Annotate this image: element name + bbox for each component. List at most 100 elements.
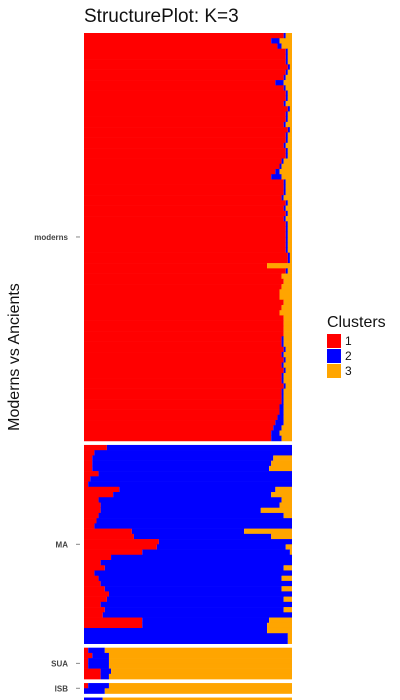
bar-segment-MA-11-c2 — [100, 502, 280, 508]
bar-segment-moderns-76-c3 — [279, 430, 292, 437]
bar-segment-moderns-44-c3 — [267, 263, 292, 269]
bar-segment-MA-9-c1 — [84, 492, 114, 498]
bar-segment-moderns-0-c2 — [283, 33, 286, 39]
bar-segment-moderns-3-c2 — [285, 48, 288, 55]
bar-segment-moderns-3-c1 — [84, 48, 286, 55]
bar-segment-moderns-33-c3 — [285, 205, 292, 212]
legend-label-2: 2 — [345, 349, 352, 363]
bar-segment-moderns-2-c1 — [84, 43, 278, 49]
bar-segment-MA-16-c2 — [131, 528, 245, 535]
bar-segment-moderns-19-c3 — [287, 132, 292, 138]
bar-segment-moderns-75-c3 — [281, 425, 292, 431]
bar-segment-moderns-11-c3 — [287, 90, 292, 97]
bar-segment-MA-5-c1 — [84, 471, 99, 477]
bar-segment-moderns-68-c1 — [84, 388, 282, 395]
bar-segment-moderns-69-c3 — [283, 393, 292, 400]
bar-segment-moderns-65-c3 — [283, 372, 292, 379]
bar-segment-moderns-65-c1 — [84, 372, 282, 379]
bar-segment-moderns-50-c1 — [84, 294, 280, 301]
bar-segment-MA-20-c2 — [142, 549, 290, 556]
bar-segment-moderns-20-c3 — [287, 137, 292, 144]
bar-segment-moderns-67-c2 — [283, 383, 286, 389]
bar-segment-MA-33-c2 — [142, 617, 270, 624]
bar-segment-moderns-36-c3 — [287, 221, 292, 227]
bar-segment-MA-14-c1 — [84, 518, 97, 524]
bar-segment-MA-31-c3 — [283, 607, 292, 613]
bar-segment-moderns-60-c1 — [84, 346, 284, 353]
bar-segment-moderns-59-c1 — [84, 341, 282, 348]
bar-segment-moderns-57-c1 — [84, 331, 284, 337]
bar-segment-MA-29-c1 — [84, 596, 107, 603]
bar-segment-moderns-69-c1 — [84, 393, 282, 400]
bar-segment-moderns-70-c2 — [281, 399, 284, 405]
bar-segment-SUA-3-c3 — [108, 663, 293, 669]
bar-segment-moderns-25-c1 — [84, 163, 280, 170]
bar-segment-moderns-26-c3 — [279, 168, 292, 175]
bar-segment-MA-20-c1 — [84, 549, 143, 556]
bar-segment-moderns-17-c3 — [285, 121, 292, 128]
bar-segment-moderns-46-c1 — [84, 273, 282, 280]
bar-segment-moderns-7-c3 — [287, 69, 292, 76]
bar-segment-moderns-66-c2 — [281, 378, 284, 384]
bar-segment-moderns-72-c3 — [283, 409, 292, 416]
bar-segment-moderns-71-c2 — [279, 404, 284, 410]
bar-segment-moderns-1-c2 — [271, 38, 280, 44]
bar-segment-moderns-49-c1 — [84, 289, 280, 295]
bar-segment-moderns-77-c2 — [271, 435, 282, 442]
bar-segment-moderns-76-c1 — [84, 430, 272, 437]
bar-segment-moderns-13-c1 — [84, 100, 284, 107]
bar-segment-moderns-34-c3 — [287, 210, 292, 217]
bar-segment-moderns-32-c3 — [287, 200, 292, 206]
bar-segment-moderns-45-c2 — [285, 268, 288, 274]
bar-segment-moderns-67-c3 — [285, 383, 292, 389]
bar-segment-MA-14-c2 — [96, 518, 292, 524]
legend-swatch-2 — [327, 349, 341, 363]
bar-segment-SUA-4-c2 — [100, 668, 112, 675]
bar-segment-moderns-61-c3 — [283, 352, 292, 358]
bar-segment-moderns-12-c3 — [287, 95, 292, 102]
bar-segment-moderns-43-c3 — [289, 257, 292, 264]
bar-segment-MA-1-c1 — [84, 450, 95, 456]
bar-segment-moderns-64-c2 — [283, 367, 286, 374]
bar-segment-moderns-10-c1 — [84, 85, 284, 91]
bar-segment-moderns-34-c1 — [84, 210, 286, 217]
bar-segment-moderns-53-c3 — [279, 310, 292, 316]
bar-segment-MA-32-c2 — [102, 612, 292, 618]
bar-segment-moderns-37-c3 — [287, 226, 292, 233]
bar-segment-moderns-63-c2 — [281, 362, 284, 369]
bar-segment-MA-13-c1 — [84, 512, 99, 519]
bar-segment-moderns-38-c3 — [287, 231, 292, 238]
bar-segment-MA-27-c3 — [281, 586, 292, 592]
bar-segment-MA-33-c1 — [84, 617, 143, 624]
bar-segment-MA-7-c1 — [84, 481, 89, 488]
bar-segment-moderns-30-c1 — [84, 189, 284, 196]
bar-segment-moderns-41-c1 — [84, 247, 286, 253]
bar-segment-moderns-18-c1 — [84, 127, 288, 133]
bar-segment-moderns-69-c2 — [281, 393, 284, 400]
bar-segment-MA-18-c2 — [158, 539, 292, 545]
bar-segment-MA-26-c1 — [84, 580, 101, 587]
bar-segment-SUA-0-c3 — [104, 647, 292, 654]
bar-segment-moderns-38-c1 — [84, 231, 286, 238]
bar-segment-moderns-26-c2 — [275, 168, 280, 175]
bar-segment-MA-20-c3 — [289, 549, 292, 556]
bar-segment-moderns-35-c2 — [283, 216, 286, 222]
bar-segment-moderns-8-c3 — [285, 74, 292, 81]
bar-segment-LON-0-c3 — [102, 697, 292, 700]
bar-segment-moderns-16-c2 — [285, 116, 288, 123]
bar-segment-moderns-33-c2 — [283, 205, 286, 212]
legend-label-3: 3 — [345, 364, 352, 378]
bar-segment-moderns-11-c2 — [285, 90, 288, 97]
bar-segment-moderns-62-c2 — [283, 357, 286, 363]
bar-segment-ISB-1-c3 — [104, 688, 292, 694]
y-axis-label: Moderns vs Ancients — [6, 283, 23, 431]
bar-segment-moderns-32-c2 — [285, 200, 288, 206]
bar-segment-MA-3-c1 — [84, 460, 93, 467]
bar-segment-moderns-49-c3 — [279, 289, 292, 295]
bar-segment-MA-31-c2 — [104, 607, 284, 613]
bar-segment-moderns-40-c3 — [287, 242, 292, 248]
bar-segment-moderns-39-c1 — [84, 236, 286, 243]
bar-segment-SUA-2-c3 — [108, 658, 293, 664]
bar-segment-MA-13-c3 — [283, 512, 292, 519]
bar-segment-moderns-45-c1 — [84, 268, 286, 274]
